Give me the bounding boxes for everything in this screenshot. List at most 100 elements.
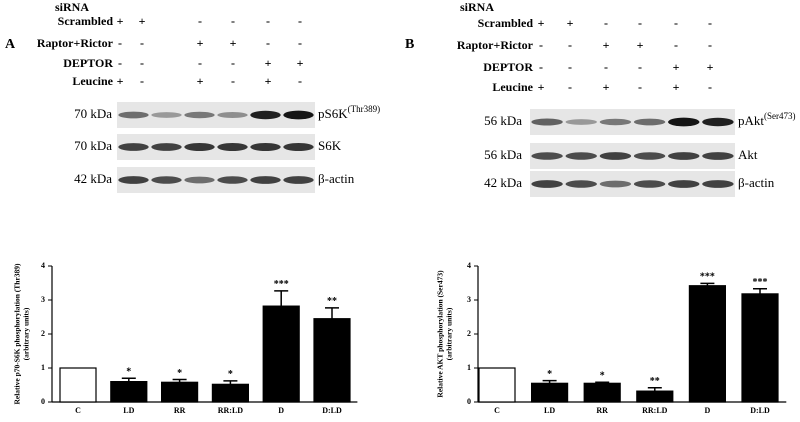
- blot-band: [565, 152, 597, 160]
- bar: [59, 367, 97, 403]
- sign: -: [638, 60, 642, 74]
- blot-band: [184, 111, 215, 119]
- sign: -: [118, 56, 122, 70]
- blot-band: [151, 112, 182, 118]
- kda-label: 70 kDa: [74, 106, 112, 121]
- sign: +: [117, 14, 124, 28]
- significance: *: [600, 371, 605, 382]
- error-bar: [274, 290, 289, 307]
- kda-label: 42 kDa: [484, 175, 522, 190]
- blot-band: [565, 180, 597, 188]
- blot-band: [184, 143, 215, 151]
- protein-name: Akt: [738, 147, 758, 162]
- bar: [741, 293, 779, 403]
- protein-label: Akt: [738, 147, 758, 162]
- protein-name: pS6K: [318, 106, 348, 121]
- blot-band: [184, 176, 215, 184]
- blot-background: [117, 167, 315, 193]
- sign: -: [298, 74, 302, 88]
- blot-band: [599, 118, 632, 126]
- sign: -: [674, 16, 678, 30]
- blot-background: [530, 171, 735, 197]
- sign: -: [298, 14, 302, 28]
- sign: -: [140, 74, 144, 88]
- kda-label: 56 kDa: [484, 147, 522, 162]
- x-tick-label: RR: [596, 406, 608, 415]
- bar: [161, 381, 199, 403]
- significance: *: [177, 368, 182, 379]
- kda-label: 70 kDa: [74, 138, 112, 153]
- blot-band: [283, 110, 314, 120]
- x-tick-label: D:LD: [322, 406, 342, 415]
- sign: +: [603, 38, 610, 52]
- row-label: Scrambled: [58, 14, 114, 28]
- sign: -: [231, 56, 235, 70]
- blot-band: [668, 152, 700, 160]
- sign: -: [298, 36, 302, 50]
- y-tick-label: 1: [41, 363, 45, 372]
- bar: [110, 381, 148, 403]
- row-label: Scrambled: [478, 16, 534, 30]
- row-label: DEPTOR: [483, 60, 533, 74]
- sign: -: [708, 16, 712, 30]
- blot-band: [217, 143, 248, 151]
- sign: -: [231, 74, 235, 88]
- bar: [313, 318, 351, 403]
- x-tick-label: C: [494, 406, 500, 415]
- sign: -: [568, 38, 572, 52]
- blot-band: [217, 112, 248, 118]
- blot-band: [118, 143, 149, 151]
- sign: -: [708, 38, 712, 52]
- y-axis-label: Relative p70-S6K phosphorylation (Thr389…: [13, 263, 22, 405]
- blot-band: [668, 180, 700, 188]
- significance: **: [650, 376, 660, 387]
- sign: -: [539, 38, 543, 52]
- x-tick-label: LD: [544, 406, 555, 415]
- x-tick-label: RR:LD: [642, 406, 668, 415]
- bar: [636, 390, 674, 403]
- sirna-header: siRNA: [55, 0, 89, 14]
- blot-band: [633, 152, 666, 160]
- sign: +: [197, 74, 204, 88]
- blot-band: [531, 152, 563, 160]
- bar: [688, 285, 727, 403]
- y-tick-label: 3: [41, 295, 45, 304]
- y-tick-label: 1: [467, 363, 471, 372]
- bar: [478, 367, 516, 403]
- sign: -: [118, 36, 122, 50]
- sign: -: [198, 56, 202, 70]
- error-bar: [223, 380, 238, 385]
- protein-name: pAkt: [738, 113, 764, 128]
- error-bar: [595, 381, 610, 384]
- sign: -: [231, 14, 235, 28]
- sign: +: [673, 80, 680, 94]
- blot-band: [531, 118, 563, 126]
- blot-band: [283, 176, 314, 184]
- blot-band: [702, 180, 734, 188]
- panel-label: A: [5, 37, 16, 52]
- protein-label: pS6K(Thr389): [318, 104, 380, 121]
- blot-band: [250, 176, 281, 184]
- sign: +: [197, 36, 204, 50]
- sign: -: [638, 80, 642, 94]
- sign: +: [265, 56, 272, 70]
- sign: -: [604, 16, 608, 30]
- blot-band: [250, 110, 281, 120]
- sign: +: [567, 16, 574, 30]
- y-tick-label: 3: [467, 295, 471, 304]
- blot-band: [668, 117, 700, 127]
- sign: +: [603, 80, 610, 94]
- protein-site: (Thr389): [348, 104, 381, 114]
- row-label: Raptor+Rictor: [37, 36, 114, 50]
- sign: -: [708, 80, 712, 94]
- sign: -: [198, 14, 202, 28]
- x-tick-label: LD: [123, 406, 134, 415]
- y-tick-label: 2: [41, 329, 45, 338]
- blot-band: [599, 152, 632, 160]
- row-label: Leucine: [72, 74, 113, 88]
- sign: +: [707, 60, 714, 74]
- blot-band: [151, 176, 182, 184]
- bar: [583, 382, 621, 403]
- error-bar: [753, 288, 767, 294]
- protein-label: S6K: [318, 138, 342, 153]
